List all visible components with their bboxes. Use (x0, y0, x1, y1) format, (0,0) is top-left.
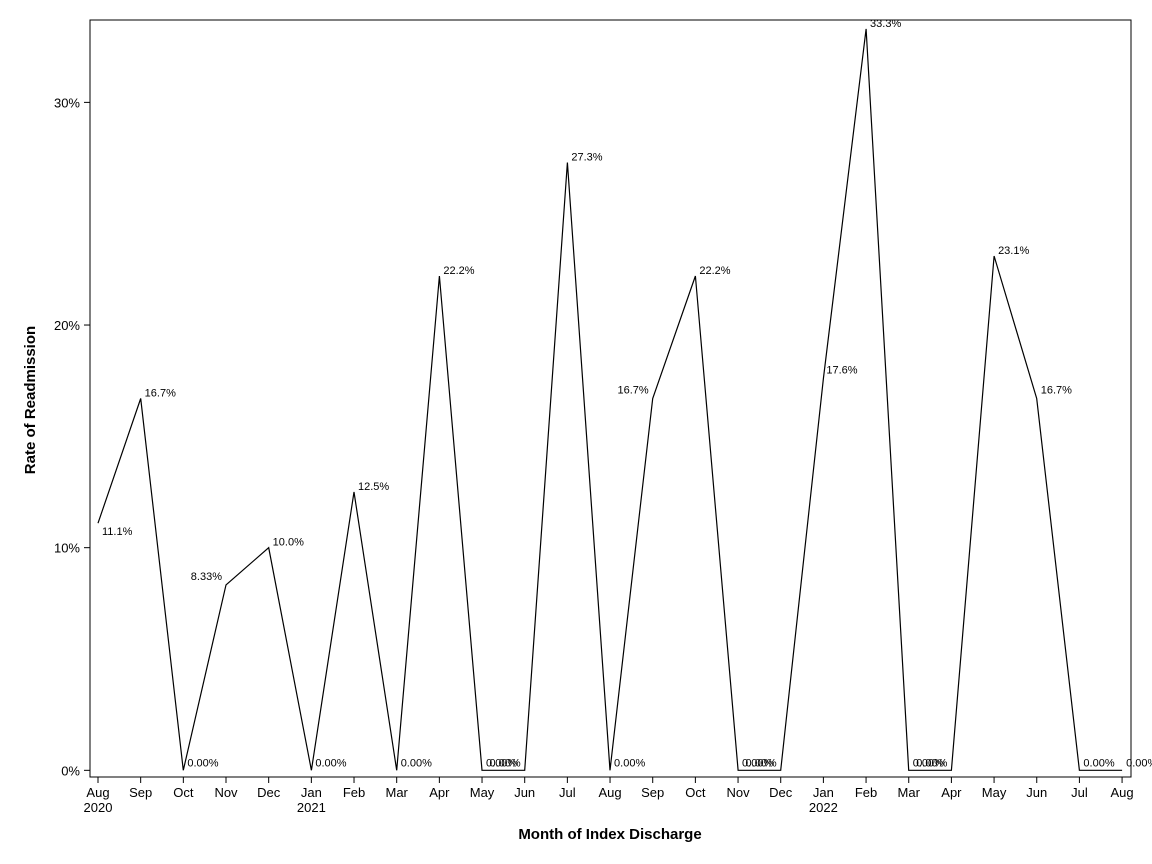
y-axis-title: Rate of Readmission (22, 326, 39, 474)
x-tick-label: Oct (173, 785, 194, 800)
data-label: 16.7% (618, 385, 649, 397)
x-tick-label: Jan (813, 785, 834, 800)
x-tick-label: Feb (343, 785, 365, 800)
x-axis-title: Month of Index Discharge (518, 826, 701, 843)
y-tick-label: 0% (61, 763, 80, 778)
x-year-label: 2021 (297, 800, 326, 815)
x-tick-label: Apr (941, 785, 962, 800)
x-tick-label: Jan (301, 785, 322, 800)
data-labels: 11.1% 16.7% 0.00% 8.33% 10.0% 0.00% 12.5% 0.00%… (102, 18, 1152, 769)
data-label: 0.00% (916, 757, 947, 769)
x-tick-label: Aug (86, 785, 109, 800)
x-tick-label: Sep (129, 785, 152, 800)
x-tick-label: Mar (385, 785, 408, 800)
x-tick-label: Dec (769, 785, 793, 800)
data-label: 0.00% (742, 757, 773, 769)
y-tick-label: 20% (54, 318, 80, 333)
x-tick-label: Aug (1111, 785, 1134, 800)
x-year-label: 2022 (809, 800, 838, 815)
x-tick-label: Aug (598, 785, 621, 800)
x-tick-label: Jul (1071, 785, 1088, 800)
data-label: 0.00% (913, 757, 944, 769)
y-axis: 0% 10% 20% 30% (54, 95, 90, 778)
data-label: 8.33% (191, 571, 222, 583)
data-label: 0.00% (614, 757, 645, 769)
x-tick-label: Nov (726, 785, 750, 800)
data-label: 0.00% (401, 757, 432, 769)
x-tick-label: Jul (559, 785, 576, 800)
x-tick-label: Nov (214, 785, 238, 800)
x-year-label: 2020 (84, 800, 113, 815)
data-label: 0.00% (489, 757, 520, 769)
data-label: 0.00% (315, 757, 346, 769)
x-tick-label: Dec (257, 785, 281, 800)
x-tick-label: Mar (898, 785, 921, 800)
x-tick-label: Jun (1026, 785, 1047, 800)
data-label: 22.2% (699, 265, 730, 277)
data-label: 0.00% (486, 757, 517, 769)
data-label: 23.1% (998, 245, 1029, 257)
x-tick-label: Apr (429, 785, 450, 800)
x-tick-label: Sep (641, 785, 664, 800)
data-label: 10.0% (273, 537, 304, 549)
series-line (97, 28, 1123, 771)
data-label: 16.7% (1041, 385, 1072, 397)
y-tick-label: 10% (54, 541, 80, 556)
series (97, 28, 1123, 771)
plot-frame (89, 19, 1132, 778)
data-label: 11.1% (102, 526, 133, 538)
x-tick-label: May (982, 785, 1007, 800)
data-label: 0.00% (1083, 757, 1114, 769)
x-tick-label: Feb (855, 785, 877, 800)
data-label: 33.3% (870, 18, 901, 30)
data-label: 22.2% (443, 265, 474, 277)
x-tick-label: Oct (685, 785, 706, 800)
y-tick-label: 30% (54, 95, 80, 110)
data-label: 12.5% (358, 481, 389, 493)
data-label: 17.6% (826, 364, 857, 376)
x-tick-label: Jun (514, 785, 535, 800)
data-label: 0.00% (1126, 757, 1152, 769)
x-tick-label: May (470, 785, 495, 800)
data-label: 27.3% (571, 151, 602, 163)
data-label: 0.00% (746, 757, 777, 769)
data-label: 0.00% (187, 757, 218, 769)
data-label: 16.7% (145, 388, 176, 400)
